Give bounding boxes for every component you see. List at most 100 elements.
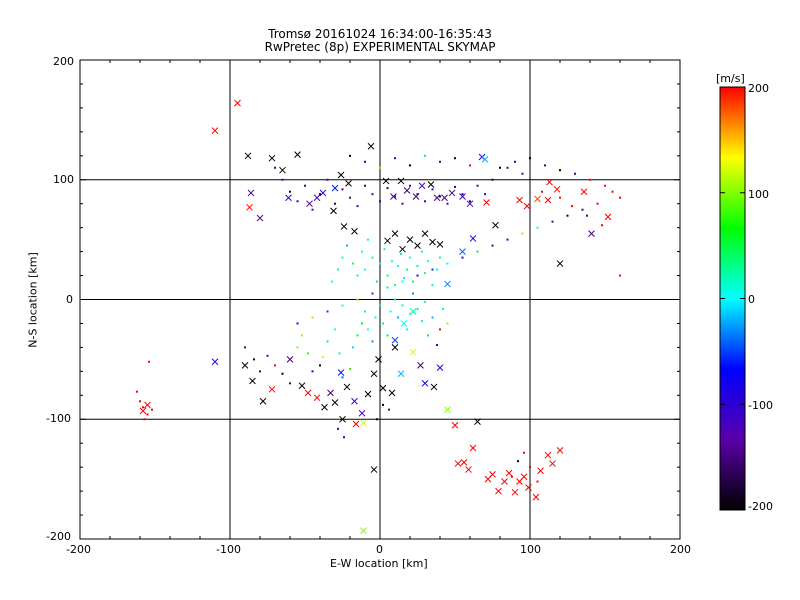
data-point-dot (361, 250, 363, 253)
data-point-cross (556, 260, 564, 267)
data-point-dot (356, 298, 359, 301)
data-point-cross (370, 466, 378, 473)
data-point-dot (371, 340, 374, 343)
data-point-dot (253, 358, 255, 361)
data-points (136, 99, 621, 534)
data-point-dot (151, 408, 153, 411)
data-point-cross (537, 467, 544, 475)
data-point-cross (247, 189, 255, 197)
data-point-dot (596, 202, 599, 205)
data-point-dot (454, 185, 456, 188)
data-point-cross (306, 200, 313, 208)
data-point-dot (397, 316, 399, 319)
data-point-dot (326, 340, 329, 343)
data-point-dot (244, 346, 246, 349)
data-point-dot (571, 205, 573, 208)
data-point-dot (301, 334, 303, 337)
data-point-dot (506, 166, 509, 169)
data-point-dot (529, 157, 531, 160)
data-point-dot (382, 403, 384, 406)
data-point-dot (334, 328, 336, 331)
data-point-dot (139, 400, 141, 403)
data-point-cross (520, 473, 528, 481)
data-point-dot (352, 262, 354, 265)
data-point-dot (436, 344, 438, 347)
data-point-cross (454, 460, 462, 467)
x-tick-label: 100 (520, 543, 541, 556)
data-point-dot (574, 172, 576, 175)
data-point-dot (143, 418, 146, 421)
data-point-cross (525, 484, 532, 491)
data-point-cross (360, 527, 367, 534)
data-point-dot (586, 214, 588, 217)
data-point-dot (364, 310, 366, 313)
data-point-cross (352, 420, 360, 428)
data-point-dot (431, 284, 434, 287)
data-point-dot (341, 376, 344, 379)
data-point-cross (549, 460, 556, 467)
data-point-cross (421, 379, 429, 387)
data-point-dot (356, 274, 359, 277)
data-point-cross (345, 179, 352, 187)
data-point-cross (430, 383, 438, 391)
data-point-cross (259, 397, 267, 405)
data-point-cross (481, 156, 489, 163)
data-point-dot (476, 184, 479, 187)
data-point-cross (337, 369, 345, 376)
data-point-dot (352, 346, 354, 349)
y-tick-label: -200 (46, 530, 71, 543)
data-point-cross (331, 399, 339, 406)
data-point-dot (421, 250, 423, 253)
data-point-dot (491, 178, 494, 181)
data-point-dot (319, 364, 321, 367)
data-point-dot (409, 312, 411, 315)
data-point-dot (491, 244, 494, 247)
data-point-dot (394, 195, 396, 198)
data-point-cross (360, 419, 367, 427)
data-point-cross (459, 248, 466, 255)
chart-subtitle: RwPretec (8p) EXPERIMENTAL SKYMAP (264, 40, 496, 54)
grid-lines (80, 60, 680, 539)
data-point-cross (516, 196, 523, 204)
data-point-dot (400, 252, 402, 255)
data-point-dot (431, 188, 434, 191)
data-point-dot (416, 274, 419, 277)
data-point-cross (285, 194, 292, 202)
data-point-cross (448, 189, 456, 197)
data-point-cross (465, 466, 472, 473)
data-point-cross (279, 166, 286, 174)
data-point-cross (358, 409, 366, 417)
data-point-dot (281, 372, 284, 375)
data-point-cross (444, 280, 451, 288)
data-point-cross (339, 415, 346, 423)
data-point-dot (461, 193, 464, 196)
data-point-cross (367, 142, 375, 150)
data-point-dot (341, 188, 344, 191)
x-tick-label: 0 (376, 543, 383, 556)
data-point-dot (581, 208, 584, 211)
data-point-dot (356, 205, 359, 208)
data-point-dot (409, 184, 411, 187)
data-point-cross (421, 230, 429, 237)
data-point-dot (409, 256, 411, 259)
data-point-cross (409, 348, 417, 356)
data-point-cross (370, 370, 378, 378)
data-point-cross (340, 223, 348, 230)
data-point-dot (401, 304, 404, 307)
data-point-dot (427, 260, 429, 263)
data-point-cross (343, 383, 351, 391)
data-point-cross (429, 238, 436, 246)
data-point-dot (311, 316, 314, 319)
data-point-dot (389, 310, 392, 313)
data-point-cross (546, 178, 553, 186)
data-point-dot (307, 352, 309, 355)
data-point-dot (476, 250, 479, 253)
data-point-dot (431, 316, 434, 319)
data-point-dot (412, 280, 414, 283)
x-axis-label: E-W location [km] (330, 557, 428, 570)
colorbar-label: [m/s] (716, 72, 745, 85)
colorbar-tick-label: 0 (748, 293, 755, 306)
data-point-cross (313, 394, 321, 402)
data-point-dot (454, 157, 456, 160)
colorbar-tick-label: 100 (748, 188, 769, 201)
